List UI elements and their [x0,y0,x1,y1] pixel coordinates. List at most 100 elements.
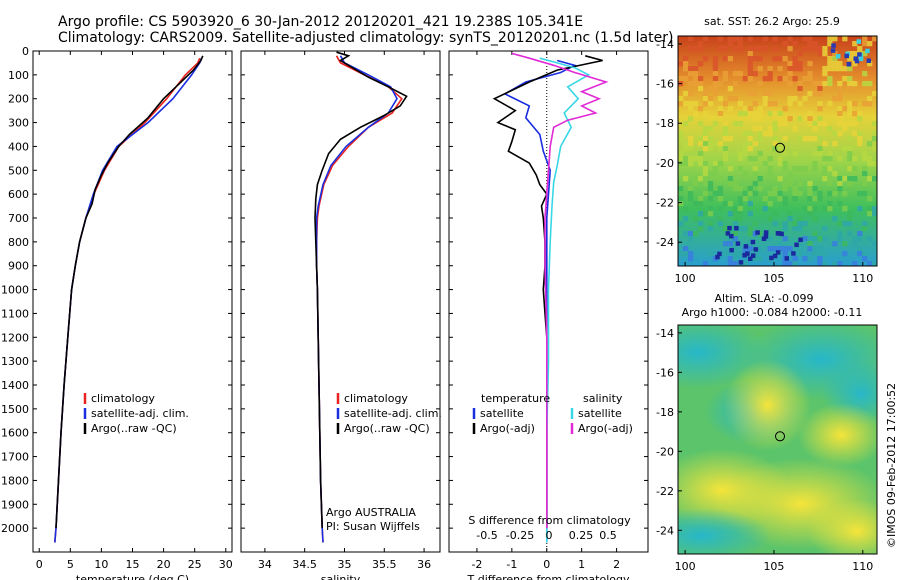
sst-cell [852,111,858,117]
sst-cell [692,66,699,72]
sst-cell [682,101,689,107]
y-tick-label: 300 [8,117,29,130]
sst-cell [687,36,694,42]
sst-cell [682,251,689,257]
x-tick-label: 100 [675,560,696,573]
sst-cell [872,121,877,127]
sst-cell [782,196,788,202]
sst-cell [862,36,868,42]
sst-cell [732,96,738,102]
sst-cell [862,51,868,57]
sst-cell [827,41,833,47]
sst-cell [842,241,848,247]
sst-cell [737,201,743,207]
sst-cell [792,221,798,227]
sst-cell [797,116,803,122]
sst-cell [717,161,724,167]
sst-cell [782,106,788,112]
sst-cell [702,166,709,172]
sst-cell [762,131,768,137]
y-tick-label: -14 [656,38,674,51]
sst-cell [732,256,738,262]
sst-cell [852,51,858,57]
sst-cell [852,121,858,127]
sst-cell [862,156,868,162]
sst-cell [717,176,724,182]
sst-cell [687,66,694,72]
sst-cell [712,161,719,167]
sst-cell [767,131,773,137]
sst-cell [797,86,803,92]
sst-cell [872,146,877,152]
sst-cell [857,136,863,142]
sst-cell [822,261,828,266]
sst-cell [712,71,719,77]
sst-cell [727,86,734,92]
sst-cell [722,46,729,52]
sst-cell [757,176,763,182]
y-tick-label: 600 [8,188,29,201]
sst-cell [732,181,738,187]
sst-cell [727,106,734,112]
sst-cell [812,251,818,257]
sst-cell [862,101,868,107]
sst-cell [802,256,808,262]
sst-cell [678,251,684,257]
sst-cell [752,171,758,177]
sst-cell [697,86,704,92]
sst-cell [847,81,853,87]
series-group [54,55,204,543]
x-axis-label: salinity [321,573,361,580]
x-tick-label: 10 [94,558,108,571]
sst-cell [762,36,768,42]
sst-cell [807,246,813,252]
sst-cell [817,46,823,52]
sst-cold-cell [844,53,849,59]
y-tick-label: 100 [8,69,29,82]
sst-cell [817,51,823,57]
sst-cell [837,106,843,112]
sst-cell [822,71,828,77]
sst-cell [697,161,704,167]
x-tick-label: 36 [417,558,431,571]
legend-label: satellite [578,407,622,420]
x-tick-label: 110 [852,272,873,285]
sst-cell [782,186,788,192]
sst-cell [717,81,724,87]
sla-feature [723,359,812,451]
sst-cell [682,231,689,237]
sst-cell [792,261,798,266]
sst-cell [797,61,803,67]
sst-cell [832,36,838,42]
profile-panel-1: 0100200300400500600700800900100011001200… [1,45,233,580]
sst-cold-cell [750,239,756,245]
sst-cell [822,51,828,57]
sst-cell [732,206,738,212]
sst-cell [772,101,778,107]
sst-cell [772,211,778,217]
sst-cell [817,81,823,87]
map-title: Argo h1000: -0.084 h2000: -0.11 [682,306,863,319]
sst-cell [757,131,763,137]
sst-cold-cell [735,241,741,246]
sst-cell [767,236,773,242]
sst-cell [687,116,694,122]
sst-cell [812,126,818,132]
sst-cell [722,151,729,157]
sst-cell [792,76,798,82]
map-field [678,36,877,266]
plot-frame [240,50,441,553]
sst-cell [812,206,818,212]
y-tick-label: -18 [656,117,674,130]
sst-cell [832,216,838,222]
sst-cell [727,96,734,102]
sst-cell [802,46,808,52]
sst-cell [867,161,873,167]
sst-cell [842,206,848,212]
sst-cell [687,256,694,262]
sst-cell [757,246,763,252]
sst-cell [817,191,823,197]
sst-cell [692,76,699,82]
sst-cell [812,231,818,237]
legend-label: satellite [480,407,524,420]
